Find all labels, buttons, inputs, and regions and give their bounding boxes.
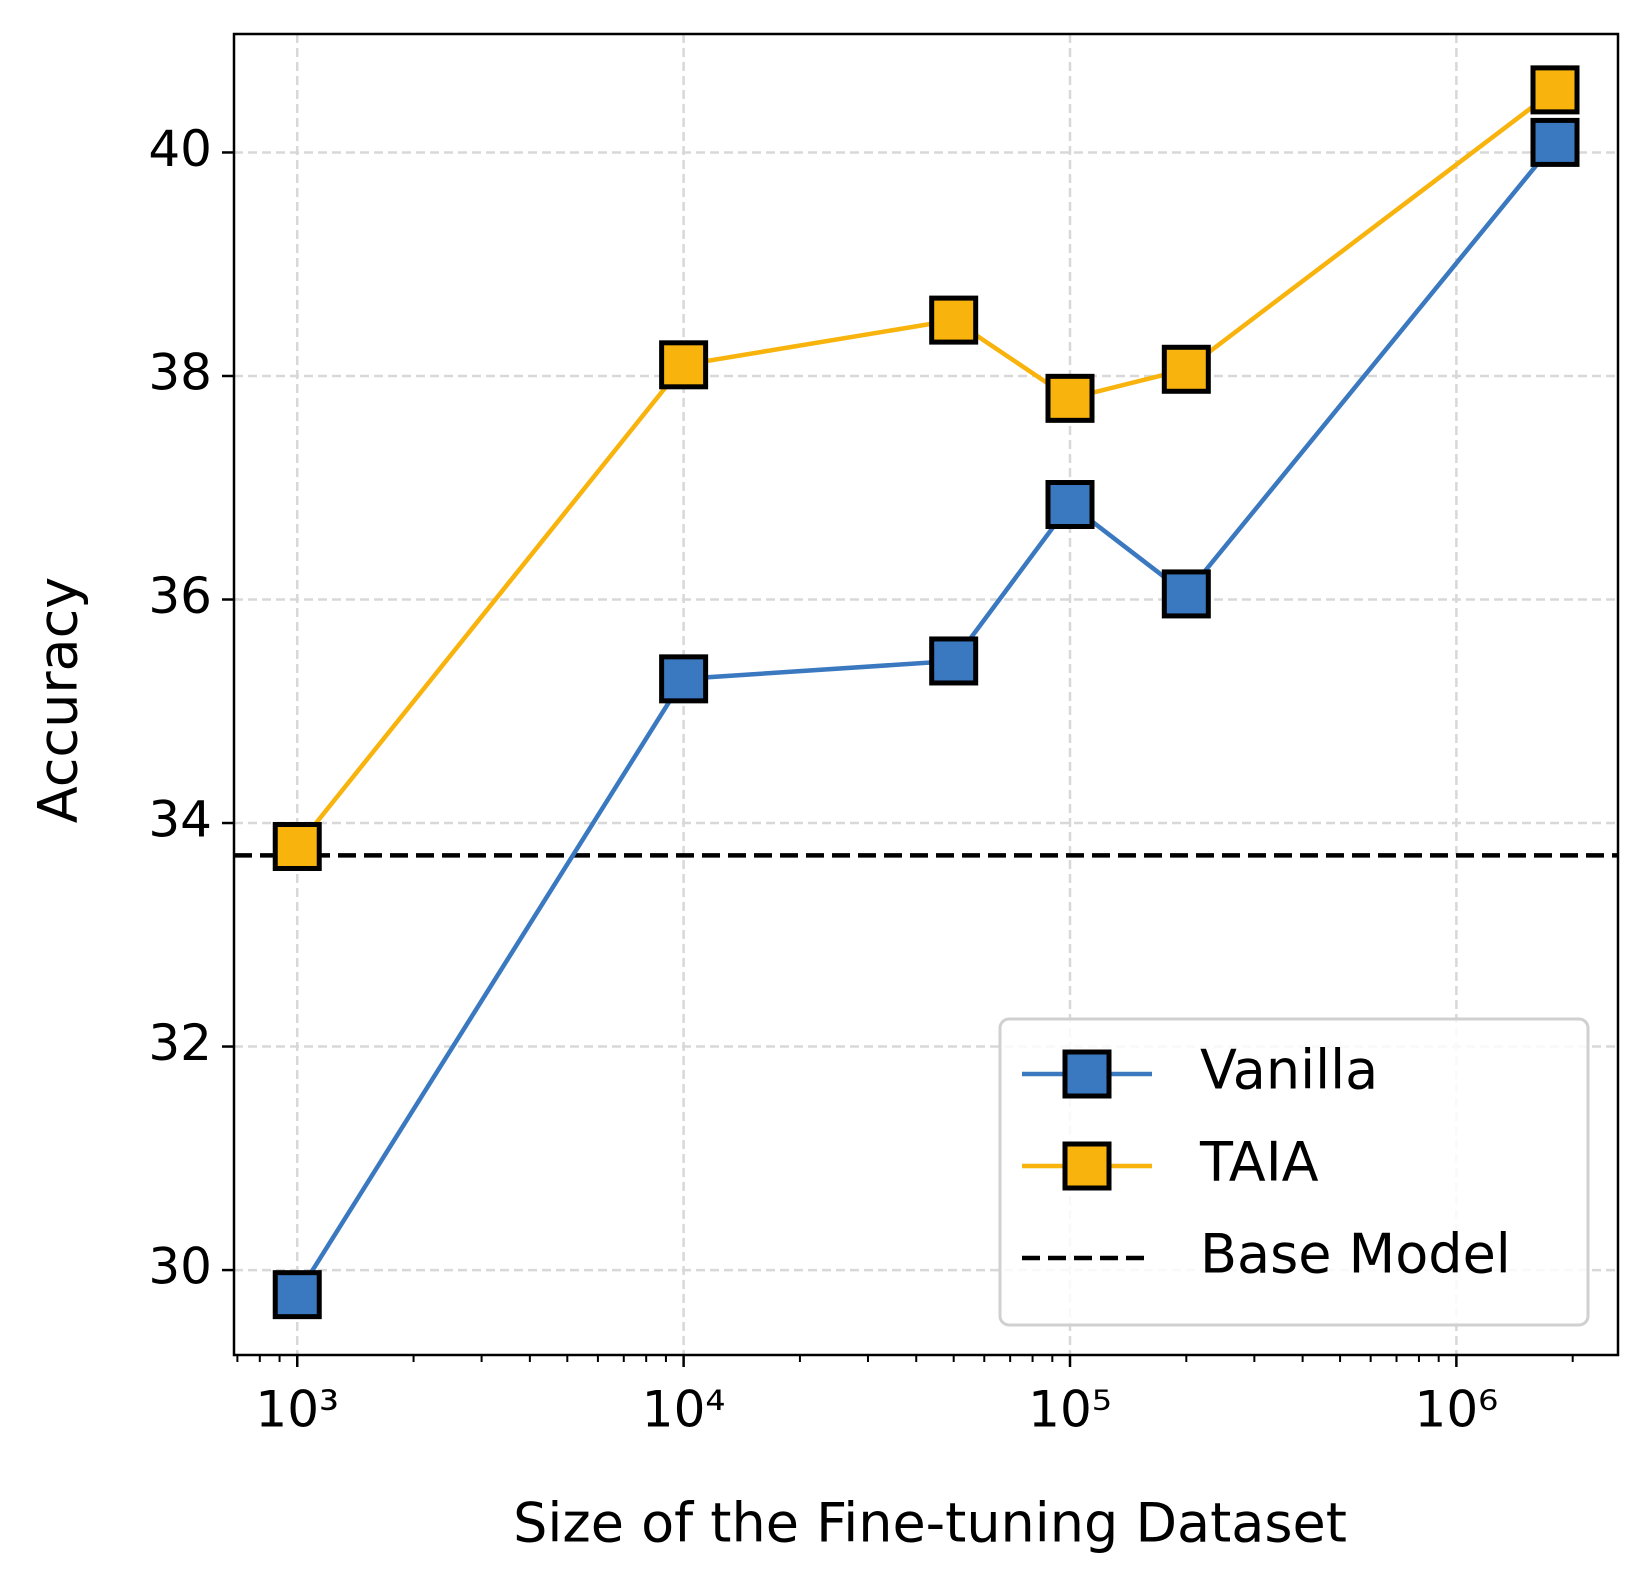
y-tick-label: 38 <box>148 343 212 401</box>
marker <box>1530 65 1580 115</box>
legend-marker <box>1062 1141 1112 1191</box>
x-tick-label: 10⁴ <box>642 1381 726 1439</box>
marker <box>1045 373 1095 423</box>
marker <box>1161 569 1211 619</box>
marker <box>1045 480 1095 530</box>
x-axis-label: Size of the Fine-tuning Dataset <box>513 1492 1347 1555</box>
y-tick-label: 40 <box>148 120 212 178</box>
marker <box>929 295 979 345</box>
x-tick-label: 10³ <box>255 1381 339 1439</box>
legend-label: TAIA <box>1199 1131 1319 1194</box>
marker <box>659 654 709 704</box>
marker <box>929 636 979 686</box>
y-axis-label: Accuracy <box>27 577 90 824</box>
x-tick-label: 10⁵ <box>1028 1381 1112 1439</box>
marker <box>659 340 709 390</box>
y-tick-label: 30 <box>148 1238 212 1296</box>
marker <box>1530 117 1580 167</box>
marker <box>272 821 322 871</box>
marker <box>1161 344 1211 394</box>
legend-label: Vanilla <box>1200 1039 1378 1102</box>
legend-label: Base Model <box>1200 1223 1511 1286</box>
legend: Vanilla TAIA Base Model <box>998 1017 1590 1327</box>
series-line <box>295 88 1557 848</box>
x-tick-label: 10⁶ <box>1415 1381 1499 1439</box>
plot-frame <box>232 32 1620 1357</box>
y-tick-label: 34 <box>148 791 212 849</box>
legend-box <box>998 1017 1590 1327</box>
marker <box>272 1270 322 1320</box>
legend-marker <box>1062 1049 1112 1099</box>
y-tick-label: 32 <box>148 1014 212 1072</box>
series-line <box>295 140 1557 1296</box>
y-tick-label: 36 <box>148 567 212 625</box>
